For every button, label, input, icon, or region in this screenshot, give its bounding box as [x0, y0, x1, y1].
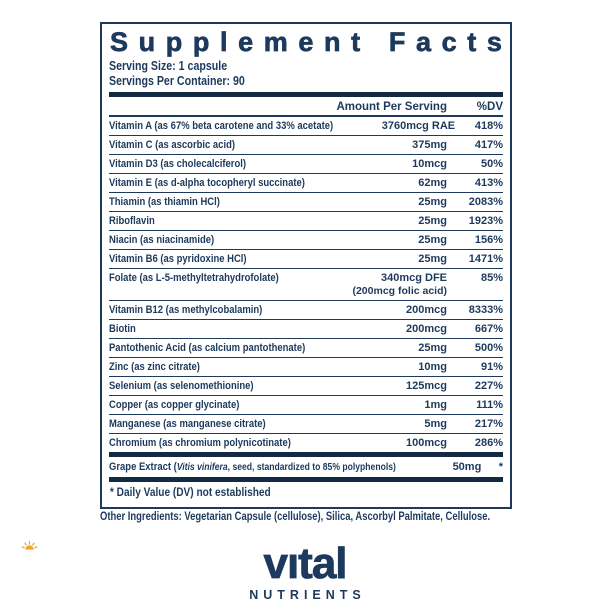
- nutrient-amount: 200mcg: [406, 304, 447, 316]
- table-row: Riboflavin 25mg 1923%: [109, 212, 503, 231]
- divider-thick-bar: [109, 452, 503, 457]
- table-row: Manganese (as manganese citrate) 5mg 217…: [109, 415, 503, 434]
- table-row: Vitamin A (as 67% beta carotene and 33% …: [109, 117, 503, 136]
- nutrient-dv: 50%: [480, 158, 503, 170]
- nutrient-amount: 5mg: [424, 418, 447, 430]
- nutrient-amount: 10mg: [418, 361, 447, 373]
- table-row: Vitamin B6 (as pyridoxine HCl) 25mg 1471…: [109, 250, 503, 269]
- table-row: Copper (as copper glycinate) 1mg 111%: [109, 396, 503, 415]
- nutrient-dv: *: [498, 461, 503, 473]
- table-row: Thiamin (as thiamin HCl) 25mg 2083%: [109, 193, 503, 212]
- nutrient-name: Vitamin B12 (as methylcobalamin): [109, 304, 263, 316]
- nutrient-name: Vitamin C (as ascorbic acid): [109, 139, 236, 151]
- nutrient-amount: 25mg: [418, 234, 447, 246]
- grape-extract-row: Grape Extract (Vitis vinifera, seed, sta…: [109, 457, 503, 477]
- column-header-row: Amount Per Serving %DV: [109, 97, 503, 117]
- nutrient-amount: 25mg: [418, 342, 447, 354]
- nutrient-amount: 25mg: [418, 215, 447, 227]
- table-row: Vitamin E (as d-alpha tocopheryl succina…: [109, 174, 503, 193]
- nutrient-dv: 667%: [474, 323, 503, 335]
- nutrient-amount: 10mcg: [412, 158, 447, 170]
- nutrient-amount: 100mcg: [406, 437, 447, 449]
- nutrient-amount: 125mcg: [406, 380, 447, 392]
- table-row: Vitamin B12 (as methylcobalamin) 200mcg …: [109, 301, 503, 320]
- nutrient-name: Biotin: [109, 323, 136, 335]
- nutrient-name: Vitamin B6 (as pyridoxine HCl): [109, 253, 247, 265]
- column-header-amount: Amount Per Serving: [336, 101, 447, 113]
- nutrient-amount: 62mg: [418, 177, 447, 189]
- nutrient-name: Vitamin D3 (as cholecalciferol): [109, 158, 247, 170]
- nutrient-amount: 3760mcg RAE: [381, 120, 456, 132]
- nutrient-dv: 286%: [474, 437, 503, 449]
- nutrient-name: Chromium (as chromium polynicotinate): [109, 437, 291, 449]
- nutrient-amount-note: (200mcg folic acid): [352, 285, 447, 297]
- table-row: Vitamin C (as ascorbic acid) 375mg 417%: [109, 136, 503, 155]
- nutrient-name: Vitamin E (as d-alpha tocopheryl succina…: [109, 177, 305, 189]
- nutrient-amount: 375mg: [412, 139, 447, 151]
- servings-per-container: Servings Per Container: 90: [109, 73, 245, 88]
- brand-logo: vıtal NUTRIENTS: [0, 539, 610, 602]
- nutrient-dv: 418%: [474, 120, 503, 132]
- brand-wordmark: vıtal: [263, 539, 348, 588]
- brand-subtitle: NUTRIENTS: [249, 588, 366, 602]
- nutrient-dv: 500%: [474, 342, 503, 354]
- nutrient-amount: 340mcg DFE (200mcg folic acid): [347, 272, 447, 298]
- table-row: Selenium (as selenomethionine) 125mcg 22…: [109, 377, 503, 396]
- nutrient-dv: 2083%: [468, 196, 503, 208]
- table-row: Pantothenic Acid (as calcium pantothenat…: [109, 339, 503, 358]
- nutrient-dv: 85%: [480, 272, 503, 284]
- nutrient-amount: 25mg: [418, 253, 447, 265]
- table-row: Folate (as L-5-methyltetrahydrofolate) 3…: [109, 269, 503, 301]
- nutrient-amount: 25mg: [418, 196, 447, 208]
- nutrient-amount: 50mg: [452, 461, 482, 473]
- nutrient-dv: 111%: [476, 399, 503, 411]
- nutrient-dv: 227%: [474, 380, 503, 392]
- nutrient-name: Niacin (as niacinamide): [109, 234, 215, 246]
- column-header-dv: %DV: [476, 101, 503, 113]
- nutrient-dv: 413%: [474, 177, 503, 189]
- nutrient-name: Manganese (as manganese citrate): [109, 418, 266, 430]
- nutrient-name: Thiamin (as thiamin HCl): [109, 196, 220, 208]
- nutrient-name: Selenium (as selenomethionine): [109, 380, 254, 392]
- nutrient-name: Pantothenic Acid (as calcium pantothenat…: [109, 342, 306, 354]
- nutrient-dv: 1471%: [468, 253, 503, 265]
- nutrient-dv: 217%: [474, 418, 503, 430]
- nutrient-amount: 200mcg: [406, 323, 447, 335]
- nutrient-amount: 1mg: [424, 399, 447, 411]
- table-row: Zinc (as zinc citrate) 10mg 91%: [109, 358, 503, 377]
- sun-icon: [21, 541, 38, 550]
- nutrient-name: Zinc (as zinc citrate): [109, 361, 200, 373]
- other-ingredients: Other Ingredients: Vegetarian Capsule (c…: [100, 511, 491, 523]
- table-row: Niacin (as niacinamide) 25mg 156%: [109, 231, 503, 250]
- nutrient-name: Vitamin A (as 67% beta carotene and 33% …: [109, 120, 334, 132]
- table-row: Vitamin D3 (as cholecalciferol) 10mcg 50…: [109, 155, 503, 174]
- table-row: Biotin 200mcg 667%: [109, 320, 503, 339]
- nutrient-dv: 91%: [480, 361, 503, 373]
- nutrient-dv: 156%: [474, 234, 503, 246]
- nutrient-name: Grape Extract (Vitis vinifera, seed, sta…: [109, 461, 396, 473]
- nutrient-name: Riboflavin: [109, 215, 155, 227]
- serving-size: Serving Size: 1 capsule: [109, 59, 228, 73]
- divider-thick-bar: [109, 92, 503, 97]
- nutrient-dv: 8333%: [468, 304, 503, 316]
- nutrient-name: Copper (as copper glycinate): [109, 399, 240, 411]
- daily-value-footnote: * Daily Value (DV) not established: [109, 487, 271, 499]
- nutrient-name: Folate (as L-5-methyltetrahydrofolate): [109, 272, 279, 284]
- nutrient-dv: 1923%: [468, 215, 503, 227]
- nutrient-table: Vitamin A (as 67% beta carotene and 33% …: [109, 117, 503, 452]
- nutrient-dv: 417%: [474, 139, 503, 151]
- divider-thick-bar: [109, 477, 503, 482]
- table-row: Chromium (as chromium polynicotinate) 10…: [109, 434, 503, 452]
